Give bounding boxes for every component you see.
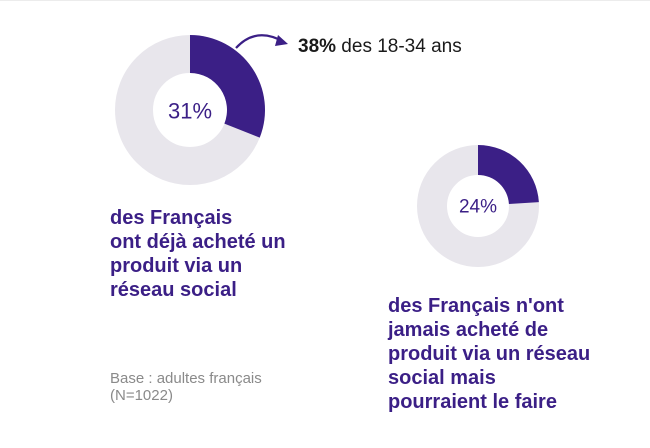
caption-2-line: pourraient le faire	[388, 391, 557, 413]
donut-2-slice	[478, 145, 539, 205]
annotation-value: 38%	[298, 36, 337, 57]
top-divider	[0, 0, 650, 1]
caption-1-line: ont déjà acheté un	[110, 231, 286, 253]
caption-2-line: produit via un réseau	[388, 343, 591, 365]
annotation-arrow	[235, 34, 288, 49]
caption-2-line: des Français n'ont	[388, 295, 564, 317]
donut-chart-1: 31%	[115, 35, 265, 185]
caption-1-line: produit via un	[110, 255, 243, 277]
caption-1: des Français ont déjà acheté un produit …	[110, 206, 320, 302]
caption-1-line: des Français	[110, 207, 233, 229]
base-footnote-line: Base : adultes français	[110, 370, 262, 387]
base-footnote-line: (N=1022)	[110, 387, 173, 404]
caption-1-line: réseau social	[110, 279, 237, 301]
caption-2-line: jamais acheté de	[388, 319, 549, 341]
donut-1-center-label: 31%	[168, 99, 212, 124]
donut-2-center-label: 24%	[459, 197, 497, 218]
donut-1-slice	[190, 35, 265, 138]
annotation-text: des 18-34 ans	[336, 36, 462, 57]
caption-2: des Français n'ont jamais acheté de prod…	[388, 294, 638, 414]
base-footnote: Base : adultes français (N=1022)	[110, 370, 262, 404]
annotation-18-34: 38% des 18-34 ans	[298, 36, 462, 58]
caption-2-line: social mais	[388, 367, 496, 389]
donut-chart-2: 24%	[417, 145, 539, 267]
